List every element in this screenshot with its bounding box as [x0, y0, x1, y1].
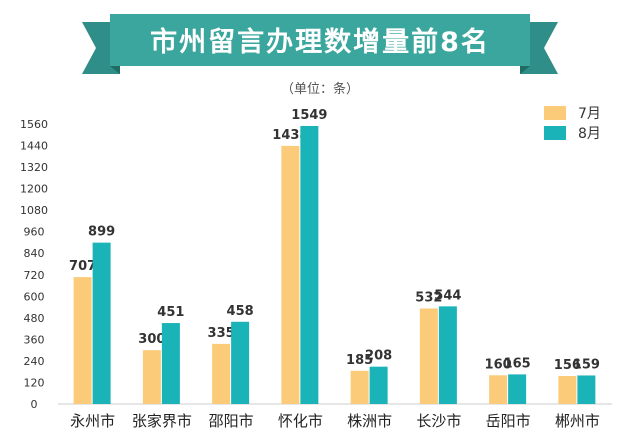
bar-value-label: 159 — [573, 357, 600, 372]
bar-value-label: 300 — [138, 332, 165, 347]
category-label: 邵阳市 — [209, 412, 254, 430]
category-label: 长沙市 — [416, 412, 461, 430]
bar-jul — [419, 308, 438, 404]
bar-jul — [281, 145, 300, 404]
bar-value-label: 532 — [415, 291, 442, 306]
bar-value-label: 185 — [346, 353, 373, 368]
category-label: 株洲市 — [347, 412, 392, 430]
bar-aug — [92, 242, 111, 404]
category-label: 永州市 — [70, 412, 115, 430]
legend-swatch — [544, 106, 566, 120]
y-tick-label: 480 — [24, 312, 45, 325]
bar-value-label: 458 — [227, 304, 254, 319]
y-tick-label: 360 — [24, 333, 45, 346]
bar-value-label: 1438 — [272, 128, 308, 143]
y-tick-label: 0 — [31, 398, 38, 411]
bar-aug — [161, 323, 180, 404]
bar-value-label: 156 — [554, 358, 581, 373]
legend-label: 7月 — [578, 106, 601, 122]
y-tick-label: 1560 — [20, 118, 48, 131]
ribbon-fold-right — [520, 66, 530, 74]
bar-aug — [438, 306, 457, 404]
y-tick-label: 120 — [24, 376, 45, 389]
bar-value-label: 707 — [69, 259, 96, 274]
bar-aug — [369, 366, 388, 404]
bar-jul — [489, 375, 508, 404]
bar-value-label: 1549 — [291, 108, 327, 123]
y-tick-label: 840 — [24, 247, 45, 260]
ribbon-body — [110, 14, 530, 66]
bar-aug — [508, 374, 527, 404]
y-tick-label: 960 — [24, 226, 45, 239]
bar-value-label: 335 — [208, 326, 235, 341]
bar-value-label: 160 — [485, 357, 512, 372]
category-label: 张家界市 — [132, 412, 192, 430]
y-tick-label: 240 — [24, 355, 45, 368]
legend-label: 8月 — [578, 126, 601, 142]
legend-swatch — [544, 126, 566, 140]
bar-value-label: 208 — [365, 349, 392, 364]
chart-title: 市州留言办理数增量前8名 — [150, 27, 490, 58]
y-tick-label: 1320 — [20, 161, 48, 174]
title-banner — [82, 14, 558, 74]
y-tick-label: 1080 — [20, 204, 48, 217]
category-label: 怀化市 — [278, 412, 323, 430]
category-label: 岳阳市 — [486, 412, 531, 430]
bar-jul — [558, 376, 577, 404]
unit-label: （单位：条） — [280, 82, 359, 97]
bar-aug — [577, 375, 596, 404]
bar-value-label: 899 — [88, 225, 115, 240]
bar-jul — [212, 343, 231, 404]
bar-aug — [300, 125, 319, 404]
bar-jul — [73, 277, 92, 404]
bar-jul — [142, 350, 161, 404]
bar-jul — [350, 370, 369, 404]
bar-value-label: 544 — [434, 288, 461, 303]
ribbon-fold-left — [110, 66, 120, 74]
bar-value-label: 451 — [157, 305, 184, 320]
bar-aug — [231, 321, 250, 404]
category-label: 郴州市 — [555, 412, 600, 430]
y-tick-label: 1200 — [20, 183, 48, 196]
y-tick-label: 600 — [24, 290, 45, 303]
y-tick-label: 720 — [24, 269, 45, 282]
y-tick-label: 1440 — [20, 140, 48, 153]
bar-value-label: 165 — [504, 356, 531, 371]
